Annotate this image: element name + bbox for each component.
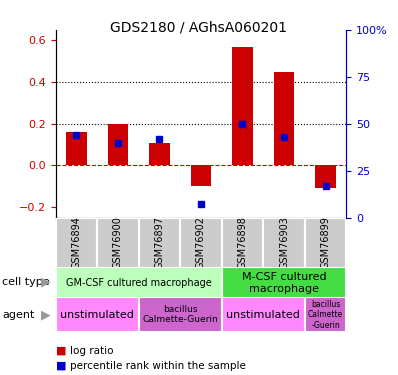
Bar [56,267,222,298]
Text: GM-CSF cultured macrophage: GM-CSF cultured macrophage [66,278,212,288]
Text: M-CSF cultured
macrophage: M-CSF cultured macrophage [242,272,326,294]
Bar [56,297,139,332]
Text: percentile rank within the sample: percentile rank within the sample [70,361,246,370]
Bar [97,217,139,268]
Text: ▶: ▶ [41,309,51,321]
Bar [315,165,336,188]
Text: ▶: ▶ [41,276,51,288]
Text: ■: ■ [56,361,66,370]
Bar [273,72,295,165]
Bar [149,142,170,165]
Text: unstimulated: unstimulated [226,310,300,320]
Bar [263,217,305,268]
Text: bacillus
Calmette
-Guerin: bacillus Calmette -Guerin [308,300,343,330]
Bar [139,297,222,332]
Text: ■: ■ [56,346,66,355]
Text: cell type: cell type [2,277,50,287]
Text: GSM76902: GSM76902 [196,216,206,269]
Bar [66,132,87,165]
Text: GSM76894: GSM76894 [72,216,82,269]
Bar [222,217,263,268]
Text: GSM76898: GSM76898 [238,216,248,269]
Text: unstimulated: unstimulated [60,310,134,320]
Bar [222,297,305,332]
Bar [191,165,211,186]
Text: log ratio: log ratio [70,346,113,355]
Bar [139,217,180,268]
Bar [180,217,222,268]
Text: GSM76899: GSM76899 [320,216,330,269]
Text: GSM76900: GSM76900 [113,216,123,269]
Text: GSM76903: GSM76903 [279,216,289,269]
Bar [222,267,346,298]
Bar [232,46,253,165]
Text: GDS2180 / AGhsA060201: GDS2180 / AGhsA060201 [111,21,287,34]
Text: bacillus
Calmette-Guerin: bacillus Calmette-Guerin [142,305,218,324]
Bar [305,217,346,268]
Text: agent: agent [2,310,34,320]
Text: GSM76897: GSM76897 [154,216,164,269]
Bar [107,124,128,165]
Bar [305,297,346,332]
Bar [56,217,97,268]
